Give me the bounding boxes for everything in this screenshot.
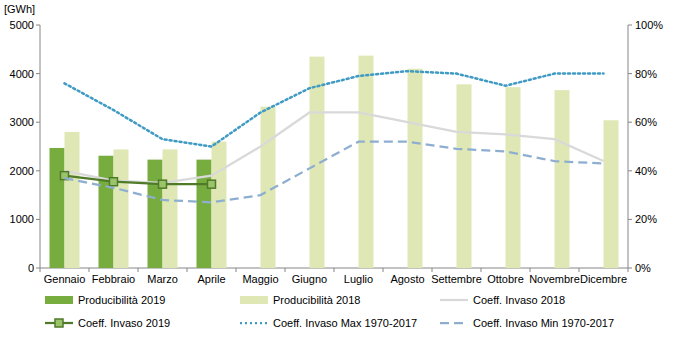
- x-tick: [579, 268, 580, 272]
- x-tick: [40, 268, 41, 272]
- y-tick-label: 2000: [10, 165, 34, 177]
- legend: Producibilità 2019 Producibilità 2018 Coef…: [45, 294, 614, 329]
- y-tick: [36, 122, 40, 123]
- y2-tick-label: 20%: [635, 213, 657, 225]
- x-tick-label: Dicembre: [580, 273, 627, 285]
- legend-swatch: [440, 322, 468, 324]
- x-tick: [383, 268, 384, 272]
- x-tick: [89, 268, 90, 272]
- x-tick-label: Maggio: [242, 273, 278, 285]
- y2-tick: [628, 122, 632, 123]
- bar: [114, 149, 129, 268]
- legend-label: Coeff. Invaso Min 1970-2017: [473, 317, 614, 329]
- x-tick: [334, 268, 335, 272]
- x-tick: [285, 268, 286, 272]
- y-tick: [36, 268, 40, 269]
- legend-label: Coeff. Invaso 2019: [78, 317, 170, 329]
- bar: [506, 87, 521, 268]
- x-tick-label: Aprile: [197, 273, 225, 285]
- x-tick-label: Luglio: [344, 273, 373, 285]
- legend-label: Producibilità 2018: [273, 294, 360, 306]
- bar: [359, 56, 374, 268]
- y2-tick-label: 100%: [635, 19, 663, 31]
- y-tick: [36, 170, 40, 171]
- y-tick-label: 0: [28, 262, 34, 274]
- y-tick-label: 1000: [10, 213, 34, 225]
- line: [65, 142, 604, 203]
- y2-tick-label: 60%: [635, 116, 657, 128]
- y-tick: [36, 73, 40, 74]
- bar: [148, 160, 163, 268]
- x-tick: [187, 268, 188, 272]
- x-tick-label: Ottobre: [487, 273, 524, 285]
- chart: 0 1000 2000 3000 4000 5000 0% 20% 40% 60% 80% 100% G…: [0, 0, 678, 340]
- y2-tick: [628, 73, 632, 74]
- bar: [99, 156, 114, 268]
- x-tick-label: Settembre: [431, 273, 482, 285]
- x-tick-label: Agosto: [390, 273, 424, 285]
- bar: [65, 132, 80, 268]
- y-axis: [40, 25, 41, 268]
- bar: [163, 149, 178, 268]
- x-tick-label: Febbraio: [92, 273, 135, 285]
- y-tick: [36, 219, 40, 220]
- legend-swatch: [240, 296, 268, 304]
- bar: [212, 142, 227, 268]
- marker: [159, 180, 167, 188]
- legend-swatch: [45, 296, 73, 304]
- x-tick-label: Novembre: [529, 273, 580, 285]
- x-tick-label: Giugno: [292, 273, 327, 285]
- y-axis-label: [GWh]: [4, 3, 35, 15]
- line: [65, 112, 604, 182]
- bar: [604, 120, 619, 268]
- y-tick: [36, 25, 40, 26]
- legend-label: Producibilità 2019: [78, 294, 165, 306]
- y2-tick: [628, 219, 632, 220]
- legend-label: Coeff. Invaso Max 1970-2017: [273, 317, 417, 329]
- y2-tick: [628, 170, 632, 171]
- x-tick: [138, 268, 139, 272]
- y2-tick: [628, 25, 632, 26]
- bar: [457, 84, 472, 268]
- plot-marks: [50, 56, 619, 268]
- x-tick-label: Marzo: [147, 273, 178, 285]
- y2-tick-label: 80%: [635, 68, 657, 80]
- marker: [208, 180, 216, 188]
- x-tick: [236, 268, 237, 272]
- y2-tick: [628, 268, 632, 269]
- legend-marker: [55, 319, 63, 327]
- bar: [50, 148, 65, 268]
- y2-axis: [628, 25, 629, 268]
- x-tick-label: Gennaio: [44, 273, 86, 285]
- x-tick: [481, 268, 482, 272]
- x-tick: [530, 268, 531, 272]
- line: [65, 71, 604, 146]
- x-tick: [432, 268, 433, 272]
- marker: [110, 178, 118, 186]
- y-tick-label: 3000: [10, 116, 34, 128]
- y-tick-label: 4000: [10, 68, 34, 80]
- legend-swatch: [440, 299, 468, 301]
- x-tick: [628, 268, 629, 272]
- y2-tick-label: 40%: [635, 165, 657, 177]
- legend-swatch: [240, 322, 268, 324]
- legend-label: Coeff. Invaso 2018: [473, 294, 565, 306]
- y-tick-label: 5000: [10, 19, 34, 31]
- y2-tick-label: 0%: [635, 262, 651, 274]
- bar: [408, 69, 423, 268]
- bar: [555, 90, 570, 268]
